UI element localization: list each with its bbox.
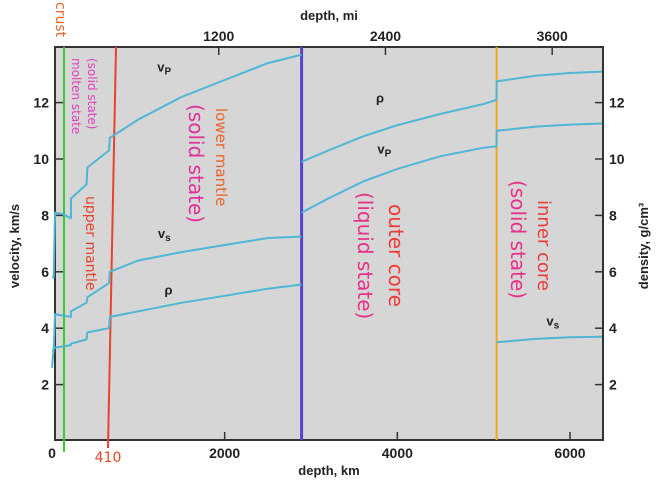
curve-density xyxy=(51,283,302,368)
x-tick-label: 6000 xyxy=(554,445,585,461)
y2-tick-label: 2 xyxy=(609,377,617,393)
curve-label-subscript: P xyxy=(385,148,392,159)
x-tick-label: 0 xyxy=(48,445,56,461)
y-tick-label: 4 xyxy=(41,320,49,336)
molten-state-label: molten state xyxy=(69,58,83,134)
inner-core-label: inner core xyxy=(533,200,554,291)
depth-410-line xyxy=(107,46,117,449)
y2-tick-label: 8 xyxy=(609,207,617,223)
y2-tick-label: 4 xyxy=(609,320,617,336)
y-tick-label: 10 xyxy=(33,151,49,167)
x-tick-label: 4000 xyxy=(382,445,413,461)
curve-label-subscript: s xyxy=(554,320,560,331)
x2-tick-label: 2400 xyxy=(370,28,401,44)
x2-tick-label: 1200 xyxy=(203,28,234,44)
x-tick-label: 2000 xyxy=(209,445,240,461)
curve-label: ρ xyxy=(376,91,384,106)
curve-vs xyxy=(52,235,302,352)
y-tick-label: 8 xyxy=(41,207,49,223)
inner-core-state-label: (solid state) xyxy=(506,180,530,299)
y2-tick-label: 6 xyxy=(609,264,617,280)
upper-mantle-label: upper mantle xyxy=(82,196,98,291)
curve-label-subscript: P xyxy=(165,67,172,78)
y-tick-label: 2 xyxy=(41,377,49,393)
y-tick-label: 6 xyxy=(41,264,49,280)
solid-state-upper-label: (solid state) xyxy=(85,58,99,129)
y2-tick-label: 10 xyxy=(609,151,625,167)
lower-mantle-label: lower mantle xyxy=(212,108,230,206)
outer-core-state-label: (liquid state) xyxy=(353,192,377,319)
curve-vp xyxy=(301,122,603,214)
x-axis-title: depth, km xyxy=(298,463,359,478)
lower-mantle-state-label: (solid state) xyxy=(184,104,208,223)
crust-label: crust xyxy=(52,2,68,38)
y-tick-label: 12 xyxy=(33,95,49,111)
plot-area xyxy=(54,46,604,441)
depth-410-label: 410 xyxy=(95,450,122,466)
y2-tick-label: 12 xyxy=(609,95,625,111)
curve-label: ρ xyxy=(165,282,173,297)
y2-axis-title: density, g/cm³ xyxy=(636,202,651,289)
x2-axis-title: depth, mi xyxy=(300,8,358,23)
curve-vp xyxy=(52,53,302,279)
curve-label-subscript: s xyxy=(165,233,171,244)
y-axis-title: velocity, km/s xyxy=(7,204,22,288)
curve-vs xyxy=(496,335,603,344)
x2-tick-label: 3600 xyxy=(537,28,568,44)
curve-density xyxy=(301,70,603,163)
outer-core-label: outer core xyxy=(384,204,408,307)
